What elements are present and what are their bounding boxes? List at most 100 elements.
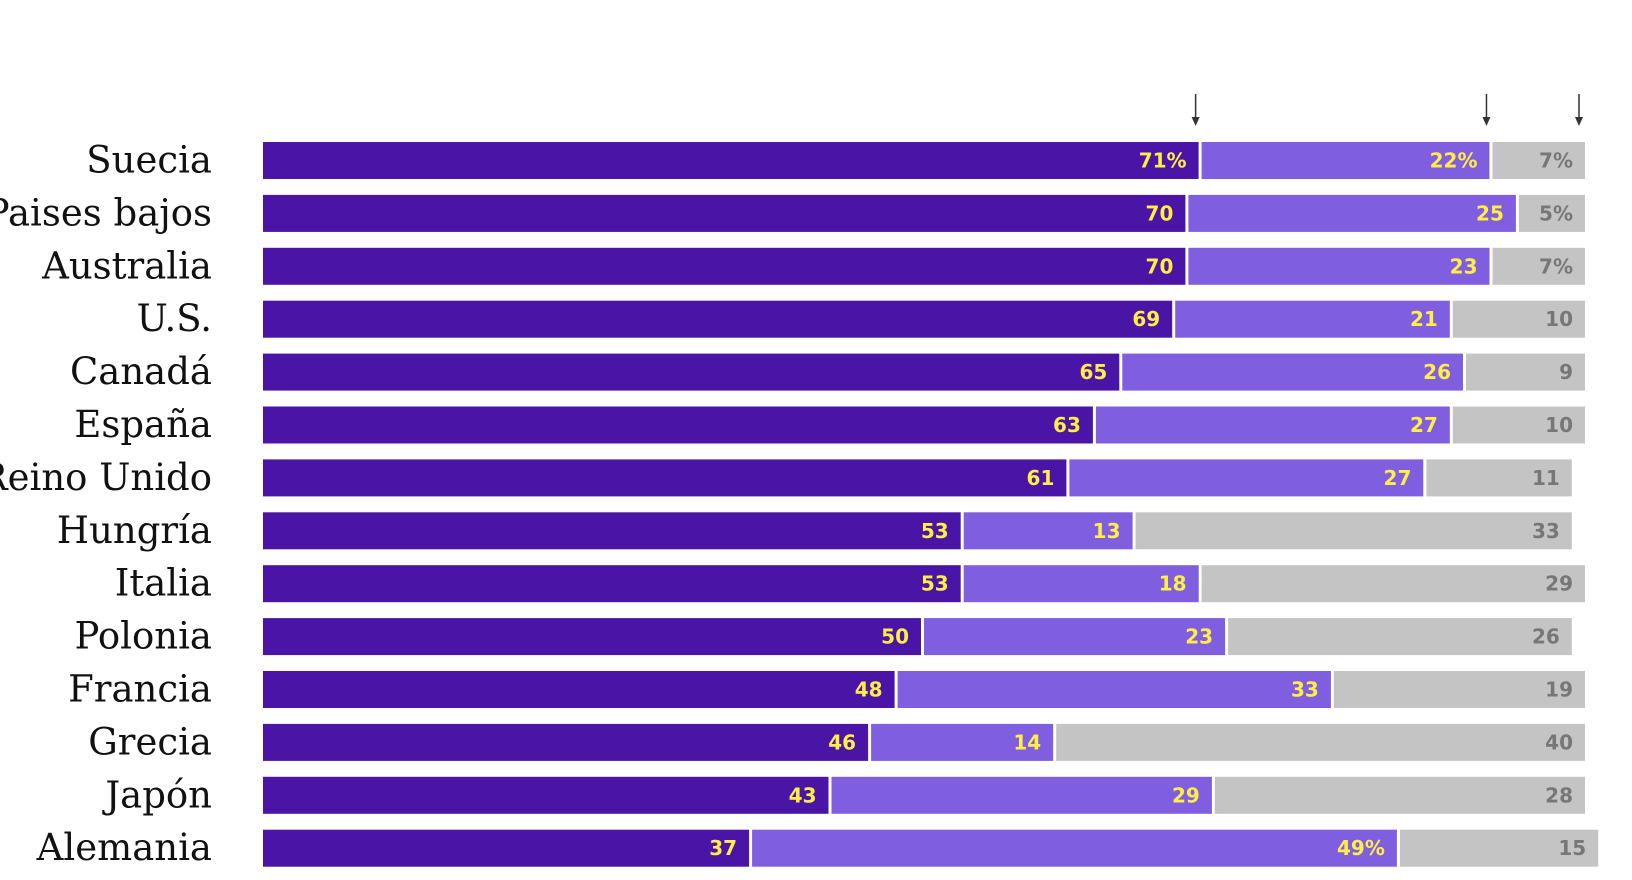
bar-segment-1 — [263, 142, 1199, 179]
bar-segment-1 — [263, 459, 1067, 497]
bar-segment-1 — [263, 565, 961, 603]
bar-segment-3 — [1426, 459, 1572, 497]
bar-segment-2 — [831, 776, 1212, 814]
bar-segment-2 — [871, 723, 1054, 761]
bar-segment-2 — [752, 829, 1397, 867]
category-label: U.S. — [137, 297, 212, 340]
bar-segment-3 — [1452, 406, 1585, 444]
value-label: 13 — [1093, 519, 1121, 543]
value-label: 33 — [1291, 678, 1319, 702]
bar-segment-2 — [1188, 247, 1490, 285]
value-label: 11 — [1532, 466, 1560, 490]
category-label: Japón — [101, 773, 212, 816]
category-label: Grecia — [88, 720, 212, 763]
value-label: 26 — [1423, 360, 1451, 384]
category-label: Hungría — [57, 509, 212, 552]
value-label: 63 — [1053, 413, 1081, 437]
bar-segment-1 — [263, 247, 1186, 285]
value-label: 19 — [1545, 678, 1573, 702]
value-label: 27 — [1384, 466, 1412, 490]
bar-segment-2 — [1201, 142, 1490, 179]
value-label: 22% — [1430, 149, 1478, 173]
bar-segment-2 — [1175, 300, 1450, 338]
column-arrow-markers — [1191, 94, 1583, 126]
value-label: 27 — [1410, 413, 1438, 437]
value-label: 21 — [1410, 307, 1438, 331]
category-label: Suecia — [86, 139, 212, 182]
value-label: 49% — [1337, 836, 1385, 860]
category-label: Italia — [115, 562, 212, 605]
value-label: 46 — [828, 730, 856, 754]
bar-segments — [263, 142, 1599, 867]
bar-segment-1 — [263, 300, 1173, 338]
bar-segment-3 — [1214, 776, 1585, 814]
bar-segment-3 — [1492, 247, 1585, 285]
value-label: 37 — [709, 836, 737, 860]
bar-segment-1 — [263, 406, 1093, 444]
value-label: 53 — [921, 519, 949, 543]
category-label: Paises bajos — [0, 191, 212, 234]
bar-segment-1 — [263, 353, 1120, 391]
value-label: 28 — [1545, 783, 1573, 807]
value-label: 48 — [855, 678, 883, 702]
bar-segment-2 — [1188, 194, 1516, 232]
bar-segment-3 — [1399, 829, 1599, 867]
category-label: Australia — [41, 244, 212, 287]
value-label: 33 — [1532, 519, 1560, 543]
bar-segment-1 — [263, 512, 961, 550]
value-label: 69 — [1132, 307, 1160, 331]
value-label: 15 — [1558, 836, 1586, 860]
category-label: Polonia — [74, 615, 212, 658]
value-label: 65 — [1079, 360, 1107, 384]
category-label: Canadá — [70, 350, 212, 393]
category-label: Francia — [68, 668, 212, 711]
value-label: 26 — [1532, 625, 1560, 649]
bar-segment-1 — [263, 618, 921, 656]
bar-segment-3 — [1135, 512, 1572, 550]
down-arrow-icon — [1482, 94, 1491, 126]
value-label: 70 — [1146, 254, 1174, 278]
bar-segment-1 — [263, 671, 895, 708]
bar-segment-3 — [1492, 142, 1585, 179]
value-label: 61 — [1027, 466, 1055, 490]
value-label: 7% — [1539, 149, 1573, 173]
bar-segment-3 — [1452, 300, 1585, 338]
bar-segment-1 — [263, 194, 1186, 232]
bar-segment-3 — [1228, 618, 1572, 656]
category-label: Alemania — [36, 826, 212, 869]
bar-segment-2 — [924, 618, 1226, 656]
value-label: 14 — [1013, 730, 1041, 754]
value-label: 5% — [1539, 201, 1573, 225]
value-label: 9 — [1559, 360, 1573, 384]
value-label: 10 — [1545, 413, 1573, 437]
bar-segment-1 — [263, 723, 869, 761]
value-label: 50 — [881, 625, 909, 649]
bar-segment-3 — [1518, 194, 1585, 232]
value-label: 23 — [1450, 254, 1478, 278]
bar-segment-2 — [1122, 353, 1463, 391]
category-label: Reino Unido — [0, 456, 212, 499]
value-label: 43 — [789, 783, 817, 807]
category-label: España — [74, 403, 212, 446]
category-labels: Suecia Paises bajos Australia U.S. Canadá Esp… — [0, 139, 212, 870]
bar-segment-3 — [1333, 671, 1585, 708]
value-label: 10 — [1545, 307, 1573, 331]
value-label: 18 — [1159, 572, 1187, 596]
bar-segment-2 — [963, 565, 1199, 603]
bar-segment-2 — [897, 671, 1331, 708]
bar-segment-2 — [963, 512, 1133, 550]
value-label: 40 — [1545, 730, 1573, 754]
value-label: 29 — [1172, 783, 1200, 807]
bar-segment-1 — [263, 776, 829, 814]
value-labels: 71% 22% 7% 70 25 5% 70 23 7% 69 21 10 65 26 9 63 27 10 61 2… — [709, 149, 1586, 861]
bar-segment-3 — [1466, 353, 1585, 391]
value-label: 23 — [1185, 625, 1213, 649]
down-arrow-icon — [1191, 94, 1200, 126]
bar-segment-1 — [263, 829, 750, 867]
value-label: 70 — [1146, 201, 1174, 225]
bar-segment-2 — [1069, 459, 1424, 497]
value-label: 25 — [1476, 201, 1504, 225]
down-arrow-icon — [1575, 94, 1583, 126]
bar-segment-2 — [1095, 406, 1450, 444]
